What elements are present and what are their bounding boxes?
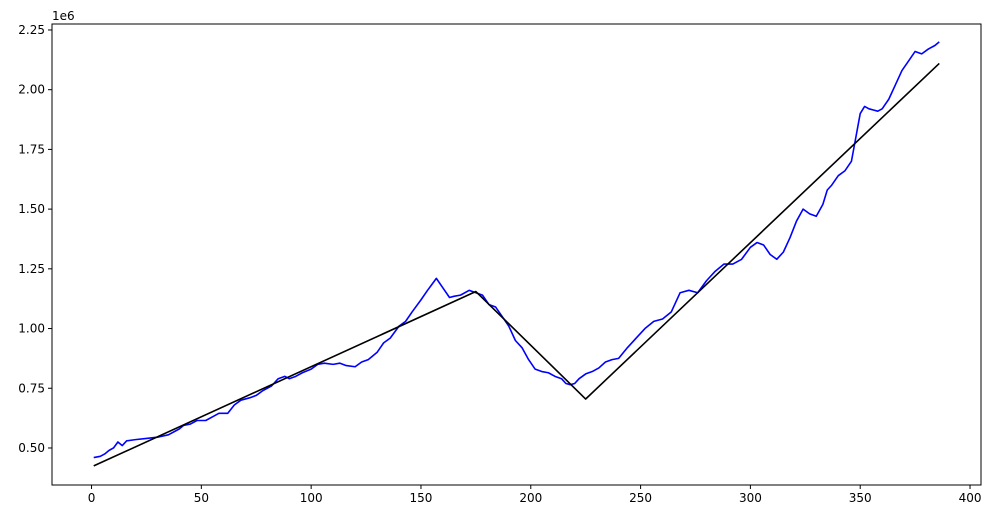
x-tick-label: 350 xyxy=(849,491,872,505)
x-tick-label: 300 xyxy=(739,491,762,505)
y-tick-label: 1.50 xyxy=(18,202,45,216)
x-tick-label: 100 xyxy=(300,491,323,505)
x-tick-label: 150 xyxy=(410,491,433,505)
y-tick-label: 1.75 xyxy=(18,142,45,156)
plot-area xyxy=(52,24,981,485)
plot-frame xyxy=(51,23,982,486)
series-line-1 xyxy=(93,62,940,467)
series-layer xyxy=(93,41,940,467)
y-tick-label: 1.25 xyxy=(18,262,45,276)
x-tick-label: 250 xyxy=(629,491,652,505)
series-line-0 xyxy=(93,41,940,459)
y-tick-label: 0.75 xyxy=(18,381,45,395)
y-tick-label: 2.00 xyxy=(18,83,45,97)
x-tick-label: 50 xyxy=(194,491,209,505)
y-tick-label: 0.50 xyxy=(18,441,45,455)
x-tick-label: 200 xyxy=(519,491,542,505)
y-tick-label: 1.00 xyxy=(18,322,45,336)
x-tick-label: 0 xyxy=(88,491,96,505)
axes-layer: 0 50 100 150 200 250 300 350 400 0.50 0.75 1.00 1.25… xyxy=(18,23,981,505)
y-tick-label: 2.25 xyxy=(18,23,45,37)
y-offset-label: 1e6 xyxy=(52,9,75,23)
x-tick-label: 400 xyxy=(959,491,982,505)
